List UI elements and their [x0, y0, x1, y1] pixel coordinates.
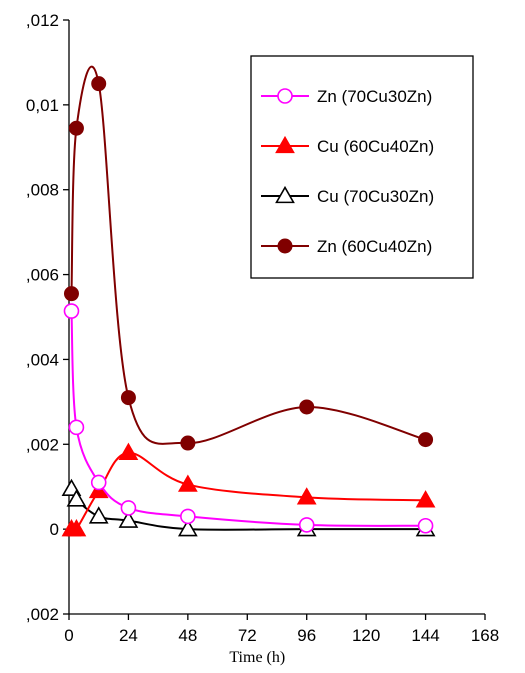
data-point	[90, 474, 107, 491]
series-0	[63, 303, 434, 534]
data-point	[298, 517, 315, 533]
data-point	[66, 489, 87, 507]
x-tick-label: 168	[471, 626, 499, 645]
x-axis-title: Time (h)	[229, 649, 285, 666]
data-point	[68, 419, 85, 436]
data-point	[417, 517, 434, 534]
data-point	[118, 510, 139, 528]
legend-marker	[275, 135, 295, 154]
data-point	[296, 487, 317, 505]
y-tick-label: ,012	[26, 11, 59, 30]
data-point	[418, 432, 434, 448]
data-point	[120, 500, 137, 516]
data-point	[66, 519, 87, 537]
legend-marker	[277, 238, 293, 254]
data-point	[177, 474, 198, 492]
y-tick-label: ,006	[26, 266, 59, 285]
y-tick-label: 0,01	[26, 96, 59, 115]
series-layer	[61, 65, 436, 537]
series-1	[61, 442, 436, 537]
legend-label: Cu (60Cu40Zn)	[317, 137, 434, 156]
x-tick-label: 72	[238, 626, 257, 645]
y-tick-label: ,008	[26, 181, 59, 200]
data-point	[177, 519, 198, 537]
y-tick-label: ,004	[26, 350, 59, 369]
x-tick-label: 144	[411, 626, 439, 645]
data-point	[91, 76, 107, 92]
data-point	[415, 490, 436, 508]
legend: Zn (70Cu30Zn) Cu (60Cu40Zn) Cu (70Cu30Zn) Z…	[250, 55, 474, 279]
data-point	[63, 303, 80, 319]
legend-label: Zn (60Cu40Zn)	[317, 237, 432, 256]
data-point	[180, 435, 196, 451]
legend-label: Cu (70Cu30Zn)	[317, 187, 434, 206]
x-tick-label: 24	[119, 626, 138, 645]
y-tick-label: ,002	[26, 605, 59, 624]
data-point	[180, 508, 196, 525]
data-point	[63, 286, 79, 302]
data-point	[68, 120, 84, 136]
x-tick-label: 96	[297, 626, 316, 645]
series-2	[61, 478, 436, 537]
data-point	[120, 390, 136, 406]
legend-label: Zn (70Cu30Zn)	[317, 87, 432, 106]
x-tick-label: 0	[64, 626, 73, 645]
x-tick-label: 48	[178, 626, 197, 645]
data-point	[88, 506, 109, 524]
legend-marker	[277, 88, 293, 104]
y-tick-label: ,002	[26, 435, 59, 454]
y-tick-label: 0	[50, 520, 59, 539]
legend-marker	[275, 185, 295, 204]
axes: ,002 0 ,002 ,004 ,006 ,008 0,01 ,012 0 24 48 72 96 12…	[26, 11, 499, 666]
data-point	[118, 442, 139, 460]
x-tick-label: 120	[352, 626, 380, 645]
series-3	[63, 65, 434, 451]
data-point	[299, 399, 315, 415]
